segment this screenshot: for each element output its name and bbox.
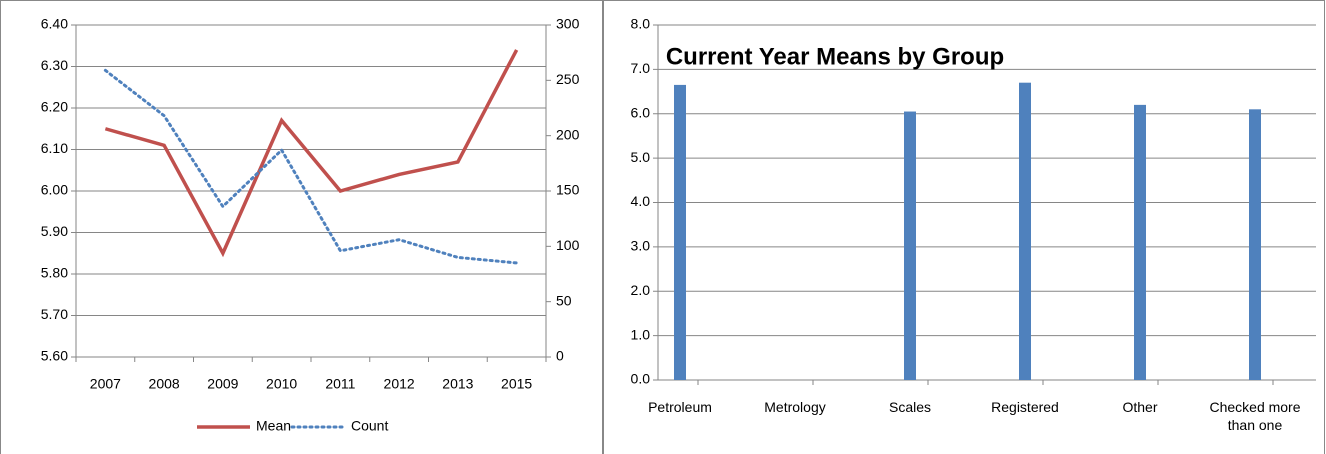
y-tick-label: 0.0: [631, 371, 651, 387]
y2-tick-label: 300: [556, 16, 580, 32]
x-tick-label: 2013: [442, 376, 473, 392]
x-tick-label: Scales: [888, 399, 932, 415]
y-tick-label: 6.0: [631, 104, 651, 120]
x-tick-label: 2011: [325, 376, 355, 392]
series-line: [103, 68, 519, 265]
y-tick-label: 6.30: [41, 57, 68, 73]
left-panel: [0, 0, 603, 454]
y-tick-label: 8.0: [631, 16, 651, 32]
bar: [674, 84, 686, 380]
x-tick-label: 2010: [266, 376, 297, 392]
y-tick-label: 7.0: [631, 60, 651, 76]
y2-tick-label: 200: [556, 126, 580, 142]
bar: [1019, 82, 1031, 380]
y2-tick-label: 50: [556, 292, 572, 308]
legend-label: Mean: [256, 418, 291, 434]
y2-tick-label: 0: [556, 348, 564, 364]
y-tick-label: 5.70: [41, 306, 68, 322]
y-tick-label: 5.60: [41, 348, 68, 364]
series-line: [104, 49, 519, 258]
y-tick-label: 4.0: [631, 193, 651, 209]
y-tick-label: 3.0: [631, 238, 651, 254]
y-tick-label: 6.10: [41, 140, 68, 156]
bar: [904, 111, 916, 380]
y-tick-label: 6.00: [41, 182, 68, 198]
chart-title: Current Year Means by Group: [666, 43, 1004, 70]
y-tick-label: 1.0: [631, 326, 651, 342]
bar: [1134, 104, 1146, 380]
x-tick-label: 2009: [207, 376, 238, 392]
x-tick-label: Petroleum: [648, 399, 712, 415]
y-tick-label: 6.40: [41, 16, 68, 32]
x-tick-label: Checked more than one: [1209, 399, 1301, 433]
x-tick-label: 2012: [384, 376, 415, 392]
x-tick-label: 2007: [90, 376, 121, 392]
y-tick-label: 5.80: [41, 265, 68, 281]
y2-tick-label: 150: [556, 182, 580, 198]
y-tick-label: 2.0: [631, 282, 651, 298]
x-tick-label: Metrology: [764, 399, 826, 415]
right-panel: [603, 0, 1325, 454]
x-tick-label: Other: [1122, 399, 1158, 415]
y-tick-label: 5.90: [41, 223, 68, 239]
legend-label: Count: [351, 418, 388, 434]
y-tick-label: 5.0: [631, 149, 651, 165]
y-tick-label: 6.20: [41, 99, 68, 115]
bar: [1249, 109, 1261, 380]
x-tick-label: Registered: [991, 399, 1059, 415]
y2-tick-label: 250: [556, 71, 580, 87]
y2-tick-label: 100: [556, 237, 580, 253]
x-tick-label: 2008: [149, 376, 180, 392]
x-tick-label: 2015: [501, 376, 532, 392]
